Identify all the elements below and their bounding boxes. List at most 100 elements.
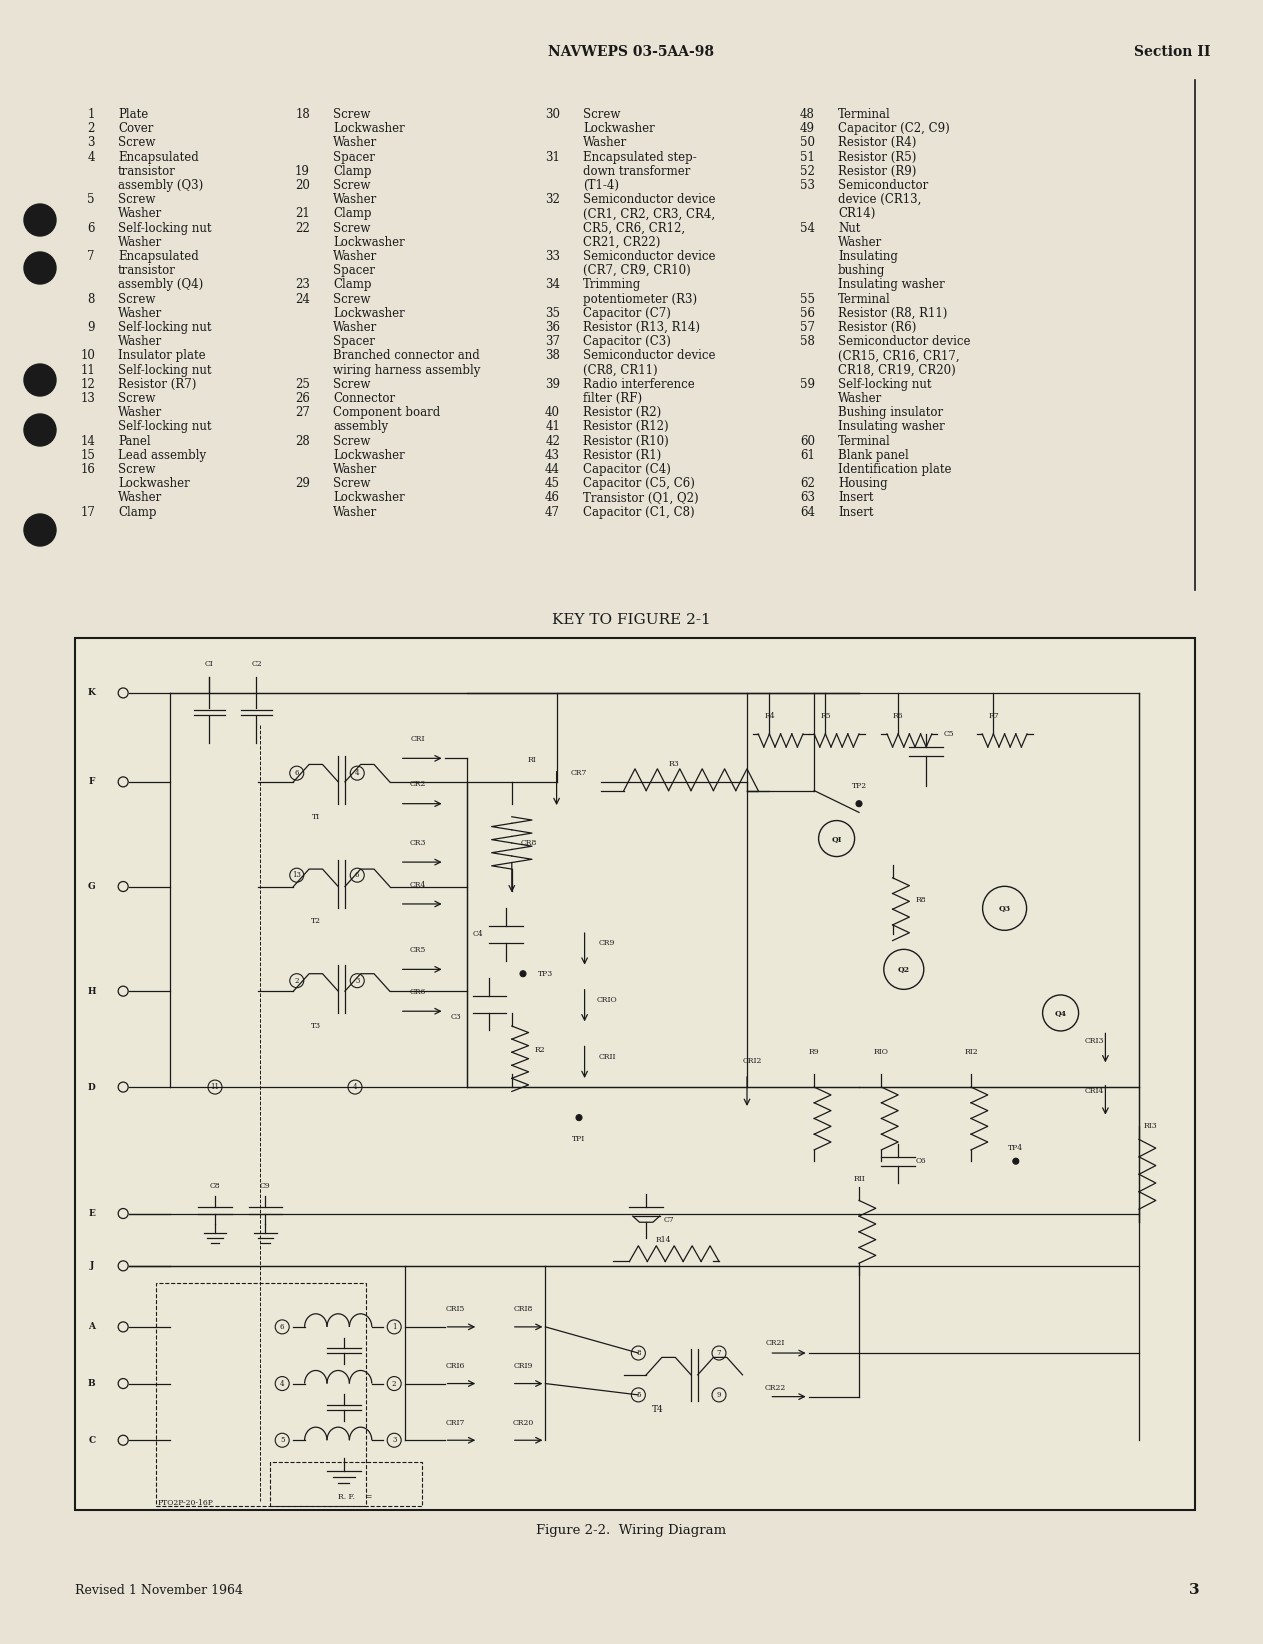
Text: Screw: Screw [117,194,155,206]
Text: 4: 4 [355,769,360,778]
Text: B: B [88,1379,96,1388]
Text: Resistor (R2): Resistor (R2) [584,406,662,419]
Text: Plate: Plate [117,109,148,122]
Text: Connector: Connector [333,391,395,404]
Text: Washer: Washer [333,464,378,477]
Text: C5: C5 [943,730,954,738]
Text: Screw: Screw [117,293,155,306]
Text: Washer: Washer [117,235,162,248]
Text: 20: 20 [296,179,309,192]
Text: 6: 6 [87,222,95,235]
Text: PTO2P-20-16P: PTO2P-20-16P [158,1499,213,1508]
Text: 2: 2 [87,122,95,135]
Text: Capacitor (C3): Capacitor (C3) [584,335,671,349]
Text: C8: C8 [210,1182,220,1190]
Text: 3: 3 [87,136,95,150]
Text: CR18, CR19, CR20): CR18, CR19, CR20) [837,363,956,376]
Text: 32: 32 [546,194,560,206]
Text: Nut: Nut [837,222,860,235]
Text: assembly (Q3): assembly (Q3) [117,179,203,192]
Text: Branched connector and: Branched connector and [333,350,480,362]
Text: 21: 21 [296,207,309,220]
Text: 62: 62 [801,477,815,490]
Text: 7: 7 [716,1350,721,1356]
Text: Screw: Screw [117,391,155,404]
Text: CI: CI [205,661,213,667]
Text: CR2I: CR2I [765,1338,784,1346]
Text: R8: R8 [916,896,926,904]
Text: Lockwasher: Lockwasher [333,492,404,505]
Text: device (CR13,: device (CR13, [837,194,922,206]
Text: Insulating washer: Insulating washer [837,278,945,291]
Text: Self-locking nut: Self-locking nut [117,321,211,334]
Text: 10: 10 [80,350,95,362]
Circle shape [856,801,863,807]
Text: C3: C3 [451,1013,461,1021]
Text: Washer: Washer [333,250,378,263]
Text: 15: 15 [80,449,95,462]
Text: 50: 50 [799,136,815,150]
Text: 26: 26 [296,391,309,404]
Text: CR7: CR7 [571,769,587,778]
Text: Lockwasher: Lockwasher [333,122,404,135]
Text: Capacitor (C4): Capacitor (C4) [584,464,671,477]
Text: R9: R9 [808,1049,820,1055]
Text: 52: 52 [801,164,815,178]
Text: TI: TI [312,812,320,820]
Text: Screw: Screw [333,222,370,235]
Text: 8: 8 [637,1350,640,1356]
Circle shape [24,515,56,546]
Text: 5: 5 [87,194,95,206]
Text: Blank panel: Blank panel [837,449,909,462]
Text: 30: 30 [546,109,560,122]
Text: 22: 22 [296,222,309,235]
Text: Cover: Cover [117,122,153,135]
Bar [75,638,1195,1509]
Text: CRI9: CRI9 [513,1363,533,1369]
Text: Screw: Screw [117,464,155,477]
Text: Transistor (Q1, Q2): Transistor (Q1, Q2) [584,492,698,505]
Text: 28: 28 [296,434,309,447]
Text: 33: 33 [546,250,560,263]
Text: 5: 5 [280,1437,284,1443]
Text: C9: C9 [260,1182,270,1190]
Text: Resistor (R10): Resistor (R10) [584,434,668,447]
Text: 56: 56 [799,307,815,321]
Text: 48: 48 [801,109,815,122]
Text: 1: 1 [87,109,95,122]
Circle shape [24,204,56,237]
Circle shape [1013,1159,1019,1164]
Text: 2: 2 [392,1379,397,1388]
Text: CRII: CRII [599,1052,616,1060]
Text: 25: 25 [296,378,309,391]
Text: C7: C7 [663,1217,674,1225]
Text: 58: 58 [801,335,815,349]
Text: Spacer: Spacer [333,151,375,164]
Text: Bushing insulator: Bushing insulator [837,406,943,419]
Text: wiring harness assembly: wiring harness assembly [333,363,480,376]
Text: 6: 6 [280,1323,284,1332]
Text: Clamp: Clamp [333,164,371,178]
Text: RI3: RI3 [1143,1123,1157,1131]
Text: (CR8, CR11): (CR8, CR11) [584,363,658,376]
Text: CRI4: CRI4 [1085,1087,1104,1095]
Text: K: K [88,689,96,697]
Text: E: E [88,1208,95,1218]
Text: 60: 60 [799,434,815,447]
Text: Screw: Screw [117,136,155,150]
Circle shape [24,252,56,284]
Text: CR20: CR20 [513,1419,534,1427]
Text: Lockwasher: Lockwasher [333,449,404,462]
Text: 24: 24 [296,293,309,306]
Text: KEY TO FIGURE 2-1: KEY TO FIGURE 2-1 [552,613,710,626]
Text: 63: 63 [799,492,815,505]
Text: CRI2: CRI2 [743,1057,763,1065]
Text: R3: R3 [669,761,679,768]
Text: (CR15, CR16, CR17,: (CR15, CR16, CR17, [837,350,960,362]
Text: Washer: Washer [117,307,162,321]
Text: 9: 9 [716,1391,721,1399]
Text: Resistor (R1): Resistor (R1) [584,449,662,462]
Text: 34: 34 [546,278,560,291]
Text: Section II: Section II [1133,44,1210,59]
Text: D: D [88,1083,96,1092]
